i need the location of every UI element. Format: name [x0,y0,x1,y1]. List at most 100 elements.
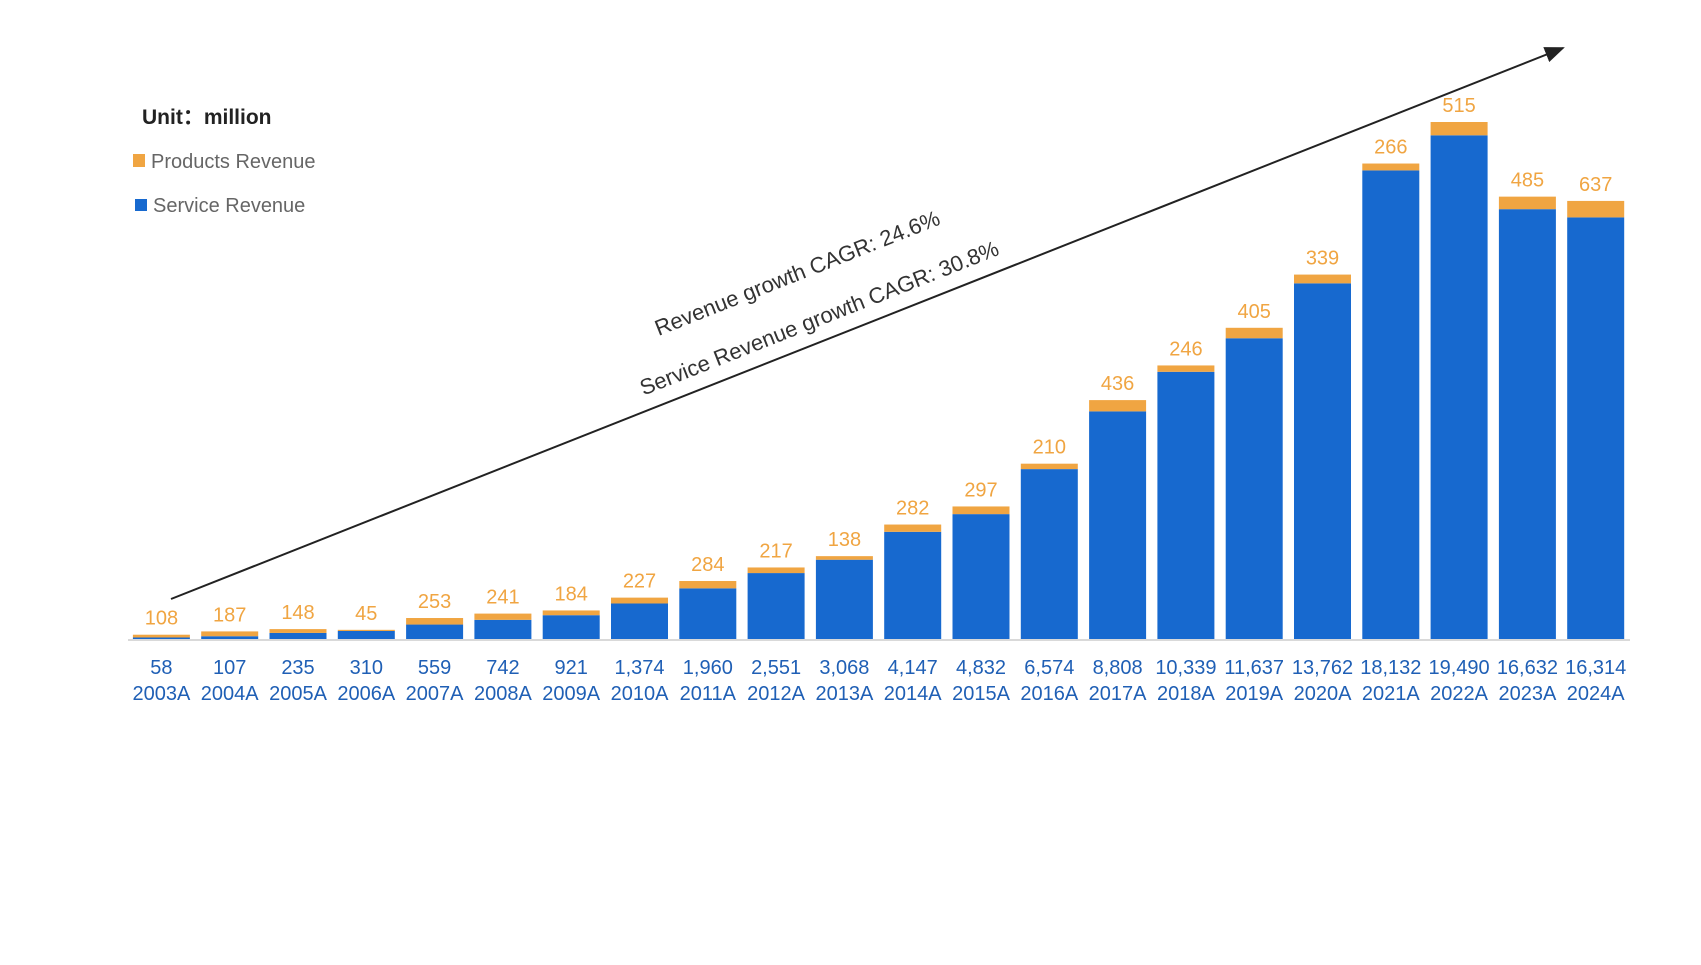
bar-products-2019A [1225,327,1283,339]
bar-products-2011A [679,581,737,589]
service-value-label: 742 [486,657,519,679]
products-value-label: 138 [828,529,861,551]
bar-service-2007A [406,624,464,639]
service-value-label: 4,147 [888,657,938,679]
service-value-label: 16,632 [1497,657,1558,679]
bar-products-2020A [1294,274,1351,284]
growth-arrow [170,47,1565,600]
unit-label: Unit：million [142,106,272,129]
bar-service-2017A [1089,411,1147,639]
bar-service-2022A [1430,135,1488,639]
service-value-label: 11,637 [1224,657,1284,679]
x-tick-label: 2012A [747,683,805,705]
bar-service-2019A [1225,338,1283,639]
service-value-label: 58 [150,657,172,679]
products-value-label: 297 [964,479,997,501]
products-value-label: 184 [555,583,588,605]
x-tick-label: 2003A [132,683,190,705]
products-value-label: 45 [355,603,377,625]
products-value-label: 246 [1169,338,1202,360]
bar-products-2024A [1567,200,1625,218]
service-value-label: 559 [418,657,451,679]
products-value-label: 187 [213,604,246,626]
x-tick-label: 2004A [201,683,259,705]
bar-products-2009A [542,610,600,616]
bar-service-2011A [679,588,737,639]
service-value-label: 8,808 [1093,657,1143,679]
legend: Unit：million Products Revenue Service Re… [133,106,316,217]
bar-products-2018A [1157,365,1215,372]
bar-products-2005A [269,629,327,633]
bar-products-2012A [747,567,805,574]
bar-products-2017A [1089,400,1147,412]
products-value-label: 436 [1101,373,1134,395]
bar-products-2023A [1498,196,1556,210]
x-tick-label: 2020A [1294,683,1352,705]
x-tick-label: 2010A [611,683,669,705]
bar-service-2003A [132,637,190,639]
bar-products-2008A [474,613,532,620]
bar-service-2009A [542,615,600,639]
service-value-label: 10,339 [1155,657,1216,679]
bar-service-2006A [337,630,395,639]
legend-swatch-service [135,199,147,211]
labels: 108 58 2003A 187 107 2004A 148 235 2005A 45 310 200… [132,95,1626,705]
bar-service-2021A [1362,170,1420,639]
service-value-label: 235 [281,657,314,679]
bar-service-2020A [1294,283,1351,639]
bar-service-2018A [1157,371,1215,639]
bar-service-2004A [201,636,259,639]
bar-products-2015A [952,506,1010,515]
products-value-label: 148 [281,602,314,624]
bar-service-2012A [747,573,805,639]
x-tick-label: 2022A [1430,683,1488,705]
legend-swatch-products [133,154,145,167]
bar-products-2016A [1020,463,1078,470]
x-tick-label: 2018A [1157,683,1215,705]
x-tick-label: 2008A [474,683,532,705]
products-value-label: 253 [418,591,451,613]
x-tick-label: 2023A [1498,683,1556,705]
x-tick-label: 2005A [269,683,327,705]
bar-service-2008A [474,619,532,639]
bar-service-2016A [1020,469,1078,639]
service-value-label: 1,960 [683,657,733,679]
bar-products-2004A [201,631,259,637]
bar-products-2013A [815,556,873,560]
service-value-label: 2,551 [751,657,801,679]
bar-service-2014A [884,531,942,639]
products-value-label: 108 [145,608,178,630]
bar-products-2003A [132,634,190,638]
service-value-label: 16,314 [1565,657,1626,679]
products-value-label: 210 [1033,437,1066,459]
x-tick-label: 2009A [542,683,600,705]
bar-products-2014A [884,524,942,532]
x-tick-label: 2016A [1020,683,1078,705]
bar-service-2005A [269,632,327,639]
legend-label-service: Service Revenue [153,195,305,217]
service-value-label: 310 [350,657,383,679]
service-value-label: 3,068 [819,657,869,679]
x-tick-label: 2021A [1362,683,1420,705]
products-value-label: 282 [896,498,929,520]
bar-products-2022A [1430,122,1488,136]
products-value-label: 227 [623,571,656,593]
service-value-label: 1,374 [614,657,664,679]
x-tick-label: 2013A [815,683,873,705]
x-tick-label: 2007A [406,683,464,705]
service-value-label: 921 [555,657,588,679]
x-tick-label: 2006A [337,683,395,705]
x-tick-label: 2011A [680,683,737,705]
bar-products-2006A [337,629,395,631]
bar-products-2007A [406,618,464,625]
products-value-label: 217 [759,540,792,562]
service-value-label: 107 [213,657,246,679]
service-value-label: 19,490 [1429,657,1490,679]
products-value-label: 284 [691,554,724,576]
service-value-label: 13,762 [1292,657,1353,679]
bar-service-2013A [815,559,873,639]
bar-products-2021A [1362,163,1420,171]
bars [132,122,1625,640]
x-tick-label: 2024A [1567,683,1625,705]
x-tick-label: 2017A [1089,683,1147,705]
